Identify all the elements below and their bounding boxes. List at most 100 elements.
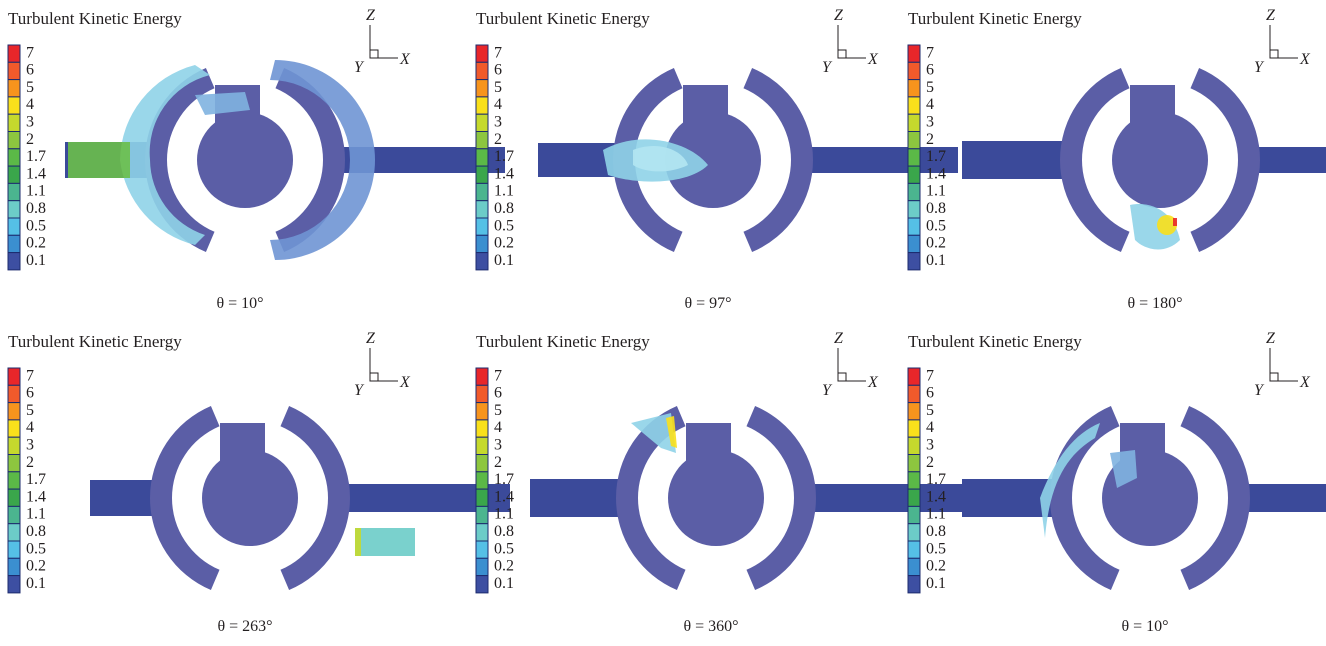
legend-swatch (476, 506, 488, 523)
contour-region (1173, 218, 1177, 226)
contour-region (355, 528, 361, 556)
legend-swatch (8, 506, 20, 523)
legend-label: 1.7 (494, 148, 514, 165)
legend-swatch (908, 420, 920, 437)
legend-swatch (908, 524, 920, 541)
axis-label-z: Z (834, 7, 844, 24)
legend-label: 1.1 (494, 506, 514, 523)
legend-swatch (8, 235, 20, 252)
legend-label: 0.1 (494, 252, 514, 269)
legend-swatch (908, 472, 920, 489)
legend-label: 6 (26, 385, 34, 402)
panel-title: Turbulent Kinetic Energy (8, 9, 182, 28)
legend-label: 0.1 (26, 575, 46, 592)
legend-swatch (8, 62, 20, 79)
axis-label-x: X (867, 374, 879, 391)
legend-swatch (908, 45, 920, 62)
legend-label: 0.2 (494, 235, 514, 252)
legend-swatch (8, 114, 20, 131)
legend-label: 4 (26, 96, 34, 113)
legend-label: 3 (494, 437, 502, 454)
inlet-pipe (530, 479, 621, 517)
legend-label: 1.7 (26, 148, 46, 165)
legend-label: 5 (926, 79, 934, 96)
caption: θ = 360° (683, 618, 738, 635)
contour (355, 528, 361, 556)
legend-label: 3 (26, 114, 34, 131)
legend-label: 3 (26, 437, 34, 454)
legend-swatch (908, 506, 920, 523)
legend-swatch (908, 97, 920, 114)
panel: Turbulent Kinetic Energy7654321.71.41.10… (8, 330, 510, 635)
axis-label-x: X (1299, 374, 1311, 391)
legend-swatch (8, 541, 20, 558)
panel: Turbulent Kinetic Energy7654321.71.41.10… (476, 7, 958, 312)
legend-swatch (8, 183, 20, 200)
legend-swatch (908, 235, 920, 252)
legend-swatch (476, 558, 488, 575)
legend-label: 3 (494, 114, 502, 131)
panel-title: Turbulent Kinetic Energy (908, 9, 1082, 28)
legend-label: 0.2 (926, 235, 946, 252)
legend-swatch (908, 114, 920, 131)
legend-swatch (476, 420, 488, 437)
legend-swatch (8, 558, 20, 575)
axis-label-y: Y (822, 59, 833, 76)
caption: θ = 10° (1121, 618, 1168, 635)
legend-label: 7 (926, 367, 934, 384)
caption: θ = 180° (1127, 295, 1182, 312)
legend-swatch (908, 541, 920, 558)
legend-swatch (908, 385, 920, 402)
legend-label: 0.5 (926, 540, 946, 557)
axis-label-x: X (1299, 51, 1311, 68)
rotor-vane (220, 423, 265, 463)
legend-label: 5 (26, 402, 34, 419)
legend-label: 0.1 (926, 252, 946, 269)
legend-swatch (8, 80, 20, 97)
legend-label: 1.1 (926, 183, 946, 200)
legend-swatch (8, 166, 20, 183)
outlet-pipe (1245, 484, 1326, 512)
panel-title: Turbulent Kinetic Energy (476, 332, 650, 351)
legend-swatch (8, 472, 20, 489)
legend-swatch (476, 455, 488, 472)
legend-swatch (8, 437, 20, 454)
legend-swatch (476, 385, 488, 402)
legend-swatch (908, 253, 920, 270)
caption: θ = 97° (684, 295, 731, 312)
legend-label: 1.1 (494, 183, 514, 200)
contour (355, 528, 415, 556)
legend-label: 0.5 (494, 217, 514, 234)
axis-corner (370, 50, 378, 58)
legend-swatch (476, 114, 488, 131)
legend-swatch (908, 132, 920, 149)
legend-label: 0.8 (926, 200, 946, 217)
rotor-vane (1130, 85, 1175, 125)
legend-swatch (476, 368, 488, 385)
axis-label-y: Y (354, 59, 365, 76)
legend-swatch (908, 183, 920, 200)
legend-label: 0.2 (494, 558, 514, 575)
legend-swatch (908, 201, 920, 218)
legend-swatch (8, 132, 20, 149)
legend-swatch (908, 149, 920, 166)
legend-swatch (476, 541, 488, 558)
legend-swatch (476, 524, 488, 541)
legend-label: 0.1 (926, 575, 946, 592)
legend-label: 6 (494, 62, 502, 79)
legend-label: 6 (26, 62, 34, 79)
rotor (197, 112, 293, 208)
panel: Turbulent Kinetic Energy7654321.71.41.10… (908, 330, 1326, 635)
legend-label: 1.4 (494, 165, 514, 182)
caption: θ = 263° (217, 618, 272, 635)
legend-label: 4 (26, 419, 34, 436)
legend-label: 6 (926, 62, 934, 79)
axis-label-z: Z (366, 330, 376, 347)
legend-swatch (476, 576, 488, 593)
legend-swatch (8, 97, 20, 114)
legend-label: 5 (26, 79, 34, 96)
legend-label: 6 (926, 385, 934, 402)
legend-label: 1.1 (926, 506, 946, 523)
legend-swatch (8, 385, 20, 402)
legend-swatch (908, 403, 920, 420)
